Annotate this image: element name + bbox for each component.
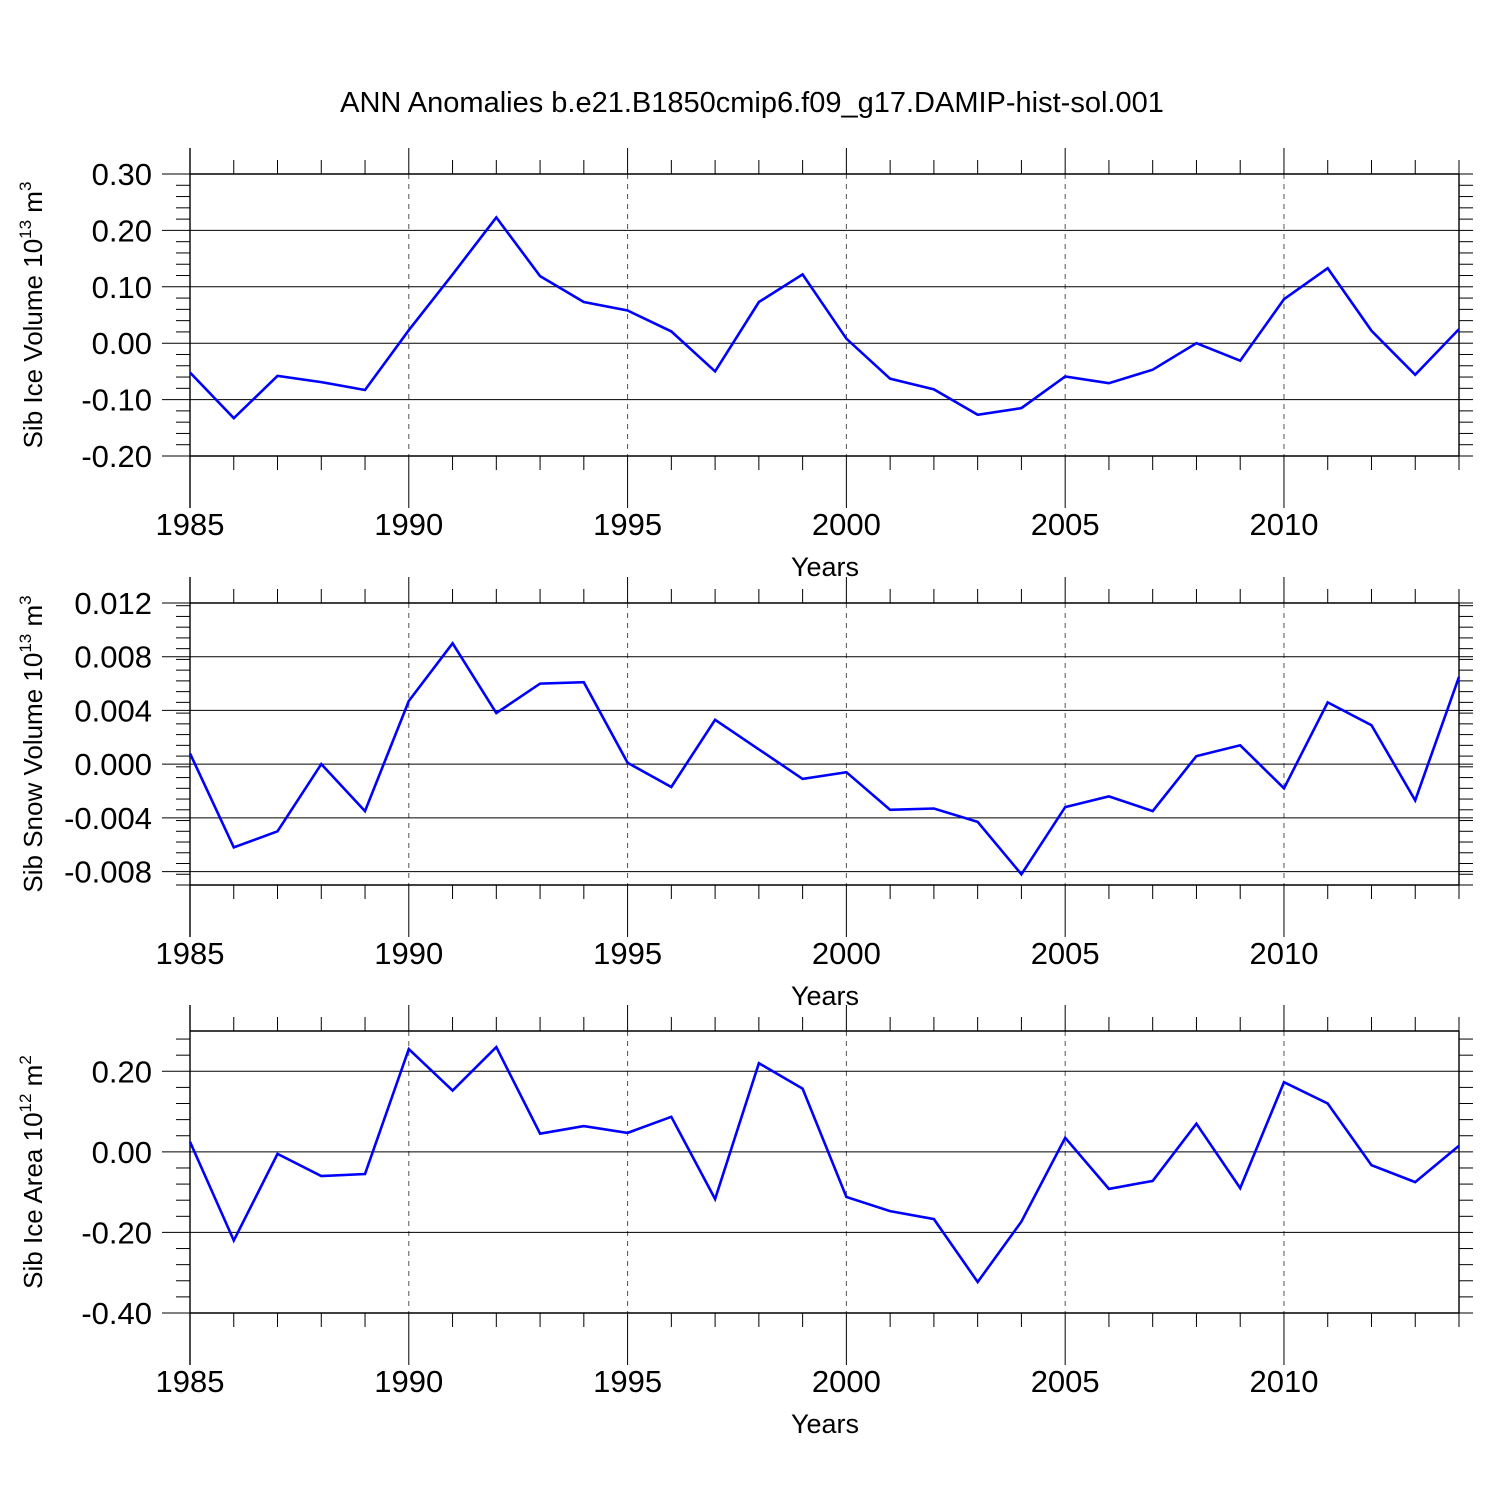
series-line	[189, 215, 1460, 421]
y-tick-label: -0.20	[81, 1215, 152, 1250]
panel-1: -0.20 -0.10 0.00 0.10 0.20 0.30 1985 1990 1995 20…	[16, 148, 1473, 582]
y-tick-label: -0.40	[81, 1296, 152, 1331]
panel-2: -0.008 -0.004 0.000 0.004 0.008 0.012 1985 1990…	[16, 577, 1473, 1011]
x-tick-label: 1995	[593, 1364, 662, 1399]
x-tick-label: 2010	[1249, 1364, 1318, 1399]
x-tick-label: 2010	[1249, 507, 1318, 542]
x-axis-label: Years	[791, 552, 859, 582]
y-tick-label: 0.00	[92, 1135, 152, 1170]
x-tick-label: 2005	[1031, 936, 1100, 971]
y-tick-label: 0.008	[74, 640, 152, 675]
y-tick-label: 0.10	[92, 270, 152, 305]
y-tick-label: 0.20	[92, 213, 152, 248]
series-line	[188, 1044, 1460, 1285]
y-tick-label: -0.10	[81, 383, 152, 418]
figure-title: ANN Anomalies b.e21.B1850cmip6.f09_g17.D…	[340, 87, 1164, 119]
x-tick-label: 2010	[1249, 936, 1318, 971]
x-axis-label: Years	[791, 1409, 859, 1439]
x-tick-label: 2000	[812, 507, 881, 542]
x-tick-label: 2005	[1031, 1364, 1100, 1399]
x-tick-label: 1990	[374, 1364, 443, 1399]
y-axis-label: Sib Ice Area 1012 m2	[16, 1055, 48, 1289]
x-tick-label: 2005	[1031, 507, 1100, 542]
x-tick-label: 2000	[812, 1364, 881, 1399]
y-tick-label: 0.004	[74, 693, 152, 728]
y-axis-label: Sib Ice Volume 1013 m3	[16, 182, 48, 449]
x-tick-label: 1990	[374, 936, 443, 971]
x-tick-label: 2000	[812, 936, 881, 971]
x-axis-label: Years	[791, 981, 859, 1011]
y-tick-label: 0.30	[92, 157, 152, 192]
y-tick-label: 0.20	[92, 1054, 152, 1089]
x-tick-label: 1985	[156, 936, 225, 971]
x-tick-label: 1995	[593, 507, 662, 542]
y-axis-label: Sib Snow Volume 1013 m3	[16, 595, 48, 892]
x-tick-label: 1995	[593, 936, 662, 971]
y-tick-label: 0.000	[74, 747, 152, 782]
y-tick-label: -0.20	[81, 439, 152, 474]
y-tick-label: -0.008	[64, 855, 152, 890]
x-tick-label: 1985	[156, 507, 225, 542]
x-tick-label: 1990	[374, 507, 443, 542]
panel-3: -0.40 -0.20 0.00 0.20 1985 1990 1995 2000 2005 20…	[16, 1005, 1473, 1439]
panels: -0.20 -0.10 0.00 0.10 0.20 0.30 1985 1990 1995 20…	[16, 148, 1473, 1439]
series-line	[188, 641, 1461, 877]
y-tick-label: -0.004	[64, 801, 152, 836]
y-tick-label: 0.00	[92, 326, 152, 361]
x-tick-label: 1985	[156, 1364, 225, 1399]
y-tick-label: 0.012	[74, 586, 152, 621]
